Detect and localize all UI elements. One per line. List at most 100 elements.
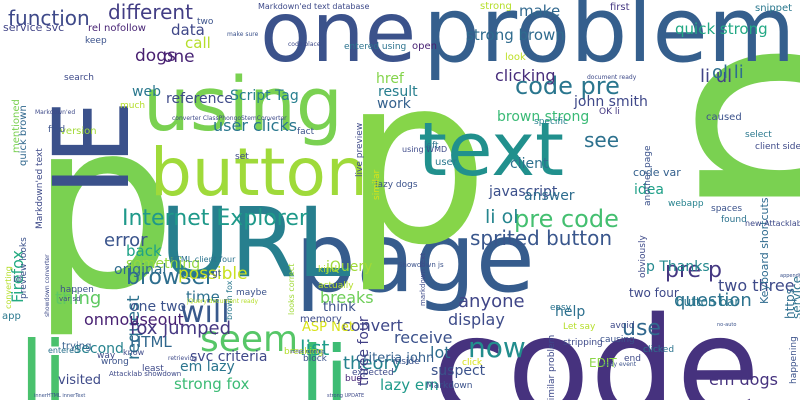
cloud-word: error [104, 230, 148, 251]
cloud-word: back [126, 242, 162, 260]
cloud-word: brown strong [497, 109, 590, 125]
cloud-word: app [2, 311, 21, 322]
cloud-word: bug [345, 374, 363, 384]
cloud-word: similar [372, 169, 382, 200]
cloud-word: gt [212, 269, 222, 279]
cloud-word: result [378, 84, 418, 100]
cloud-word: click [462, 358, 483, 368]
cloud-word: strong fox [174, 375, 250, 393]
cloud-word: obviously [638, 235, 648, 278]
cloud-word: spaces [711, 204, 743, 214]
cloud-word: ol li [712, 62, 744, 83]
cloud-word: seem [200, 319, 299, 360]
cloud-word: dogs [135, 46, 176, 66]
cloud-word: one two [130, 299, 187, 315]
cloud-word: Id [13, 275, 22, 285]
cloud-word: snippet [755, 3, 793, 14]
cloud-word: work [377, 96, 411, 112]
cloud-word: Keyboard shortcuts [758, 197, 771, 304]
cloud-word: different [108, 0, 193, 24]
cloud-word: left [424, 141, 439, 151]
cloud-word: one [260, 0, 417, 81]
cloud-word: OK li [599, 107, 620, 117]
cloud-word: em lazy [180, 359, 235, 375]
cloud-word: think [323, 300, 356, 315]
cloud-word: receive [394, 328, 453, 347]
cloud-word: URL [160, 187, 351, 299]
cloud-word: trying [62, 341, 92, 352]
cloud-word: way [97, 351, 116, 361]
cloud-word: find [48, 125, 66, 135]
cloud-word: keep [85, 36, 107, 46]
cloud-word: p [342, 26, 490, 296]
cloud-word: see [584, 128, 620, 152]
cloud-word: code var [633, 166, 681, 179]
cloud-word: list [300, 336, 330, 360]
cloud-word: using [143, 62, 343, 148]
cloud-word: https [783, 288, 797, 319]
cloud-word: two [197, 17, 214, 27]
cloud-word: happen [60, 285, 94, 295]
cloud-word: john smith [574, 94, 648, 110]
cloud-word: Markdown'ed [35, 109, 76, 116]
cloud-word: onmouseout [84, 310, 184, 329]
cloud-word: answer [524, 188, 575, 204]
cloud-word: criteria john [356, 351, 435, 366]
cloud-word: showdown converter [44, 254, 51, 317]
cloud-word: sprited button [470, 226, 613, 250]
cloud-word: client side [755, 142, 800, 152]
cloud-word: kind [318, 265, 338, 275]
cloud-word: similar problem [547, 334, 557, 400]
cloud-word: use [622, 316, 661, 341]
cloud-word: two four [629, 286, 679, 300]
cloud-word: innerHTML innerText [34, 393, 86, 399]
cloud-word: quick strong [675, 20, 768, 38]
cloud-word: no-auto [717, 322, 737, 328]
cloud-word: found [721, 215, 747, 225]
cloud-word: stripping [563, 338, 603, 348]
cloud-word: Markdown'ed text [35, 148, 45, 229]
cloud-word: much [120, 101, 146, 111]
cloud-word: p [30, 71, 178, 341]
cloud-word: time [186, 288, 220, 306]
cloud-word: anyone [458, 291, 525, 312]
cloud-word: fact [297, 127, 315, 137]
cloud-word: two three [718, 276, 795, 295]
cloud-word: expected [352, 368, 394, 378]
cloud-word: happening [789, 336, 799, 384]
cloud-word: user [435, 157, 457, 168]
cloud-word: caused [706, 112, 742, 123]
cloud-word: first [610, 2, 630, 13]
cloud-word: version [60, 126, 97, 137]
cloud-word: HTML client four [170, 255, 236, 264]
cloud-word: client [510, 156, 549, 172]
cloud-word: p Thanks [646, 259, 710, 275]
cloud-word: will [180, 295, 230, 330]
cloud-word: page [295, 202, 535, 314]
cloud-word: ASP Net [302, 320, 354, 335]
cloud-word: retrieving [168, 355, 198, 362]
cloud-word: problem [423, 0, 796, 83]
cloud-word: end [624, 354, 641, 364]
cloud-word: easy [550, 303, 572, 313]
cloud-word: another page [643, 145, 653, 206]
cloud-word: set [235, 152, 249, 162]
cloud-word: code place [288, 41, 321, 48]
cloud-word: one [163, 47, 195, 67]
cloud-word: actually [318, 281, 354, 291]
cloud-word: convert [342, 316, 403, 335]
cloud-word: data [171, 21, 205, 39]
cloud-word: theory [343, 353, 402, 374]
cloud-word: visited [58, 373, 102, 388]
cloud-word: li [300, 327, 349, 400]
cloud-word: call [185, 34, 211, 52]
cloud-word: strong [480, 1, 512, 12]
cloud-word: service svc [3, 21, 65, 34]
cloud-word: causing [600, 335, 635, 345]
cloud-word: code pre [515, 72, 620, 100]
cloud-word: avoid [610, 321, 635, 331]
cloud-word: clicked [643, 345, 675, 355]
cloud-word: idea [634, 182, 664, 198]
cloud-word: clicking [495, 66, 556, 85]
